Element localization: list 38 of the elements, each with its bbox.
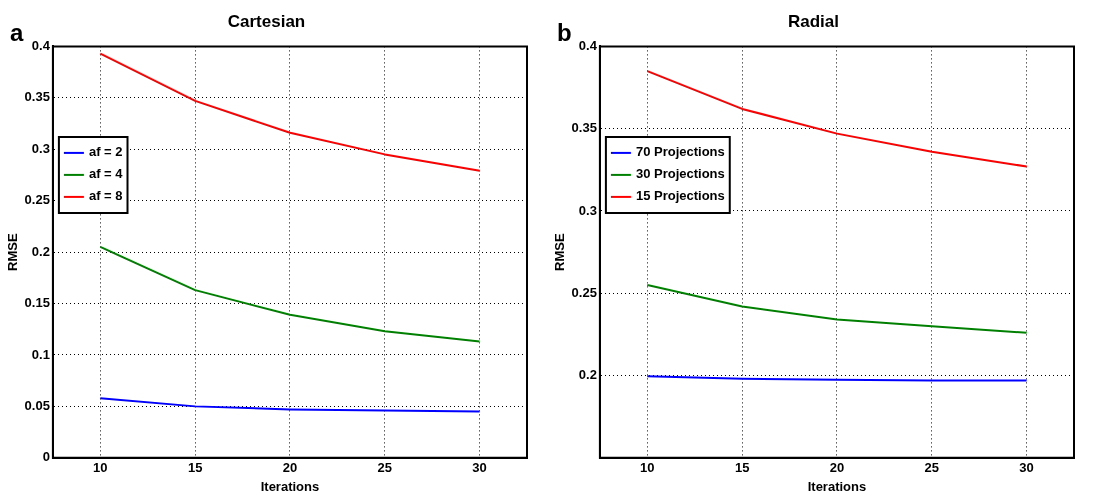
x-tick-label: 25: [924, 460, 939, 476]
legend-label: af = 8: [88, 188, 123, 204]
x-tick-label: 30: [472, 460, 487, 476]
y-tick-label: 0.35: [24, 89, 50, 105]
y-tick-label: 0.25: [571, 284, 597, 300]
x-tick-label: 15: [734, 460, 750, 476]
chart-title: Cartesian: [227, 11, 306, 31]
x-tick-label: 30: [1019, 460, 1034, 476]
legend-label: af = 4: [88, 166, 124, 182]
y-tick-label: 0.4: [578, 37, 598, 53]
x-tick-label: 20: [282, 460, 298, 476]
y-tick-label: 0.3: [31, 140, 50, 156]
text: a: [10, 18, 24, 46]
y-axis-title: RMSE: [5, 232, 21, 271]
y-tick-label: 0.3: [578, 202, 597, 218]
y-tick-label: 0.35: [571, 120, 597, 136]
y-tick-label: 0.1: [31, 346, 50, 362]
legend-label: af = 2: [88, 144, 123, 160]
y-tick-label: 0.2: [31, 243, 50, 259]
chart-title: Radial: [787, 11, 840, 31]
y-tick-label: 0.15: [24, 295, 50, 311]
x-axis-title: Iterations: [807, 478, 867, 494]
legend-label: 70 Projections: [635, 144, 725, 160]
y-axis-title: RMSE: [552, 232, 568, 271]
legend-label: 30 Projections: [635, 166, 725, 182]
y-tick-label: 0: [42, 449, 50, 465]
legend-label: 15 Projections: [635, 188, 725, 204]
x-tick-label: 10: [93, 460, 108, 476]
y-tick-label: 0.4: [31, 37, 51, 53]
x-tick-label: 15: [187, 460, 203, 476]
x-tick-label: 20: [829, 460, 845, 476]
text: b: [557, 18, 572, 46]
x-tick-label: 25: [377, 460, 392, 476]
x-tick-label: 10: [640, 460, 655, 476]
x-axis-title: Iterations: [260, 478, 320, 494]
y-tick-label: 0.05: [24, 397, 50, 413]
y-tick-label: 0.25: [24, 192, 50, 208]
y-tick-label: 0.2: [578, 367, 597, 383]
